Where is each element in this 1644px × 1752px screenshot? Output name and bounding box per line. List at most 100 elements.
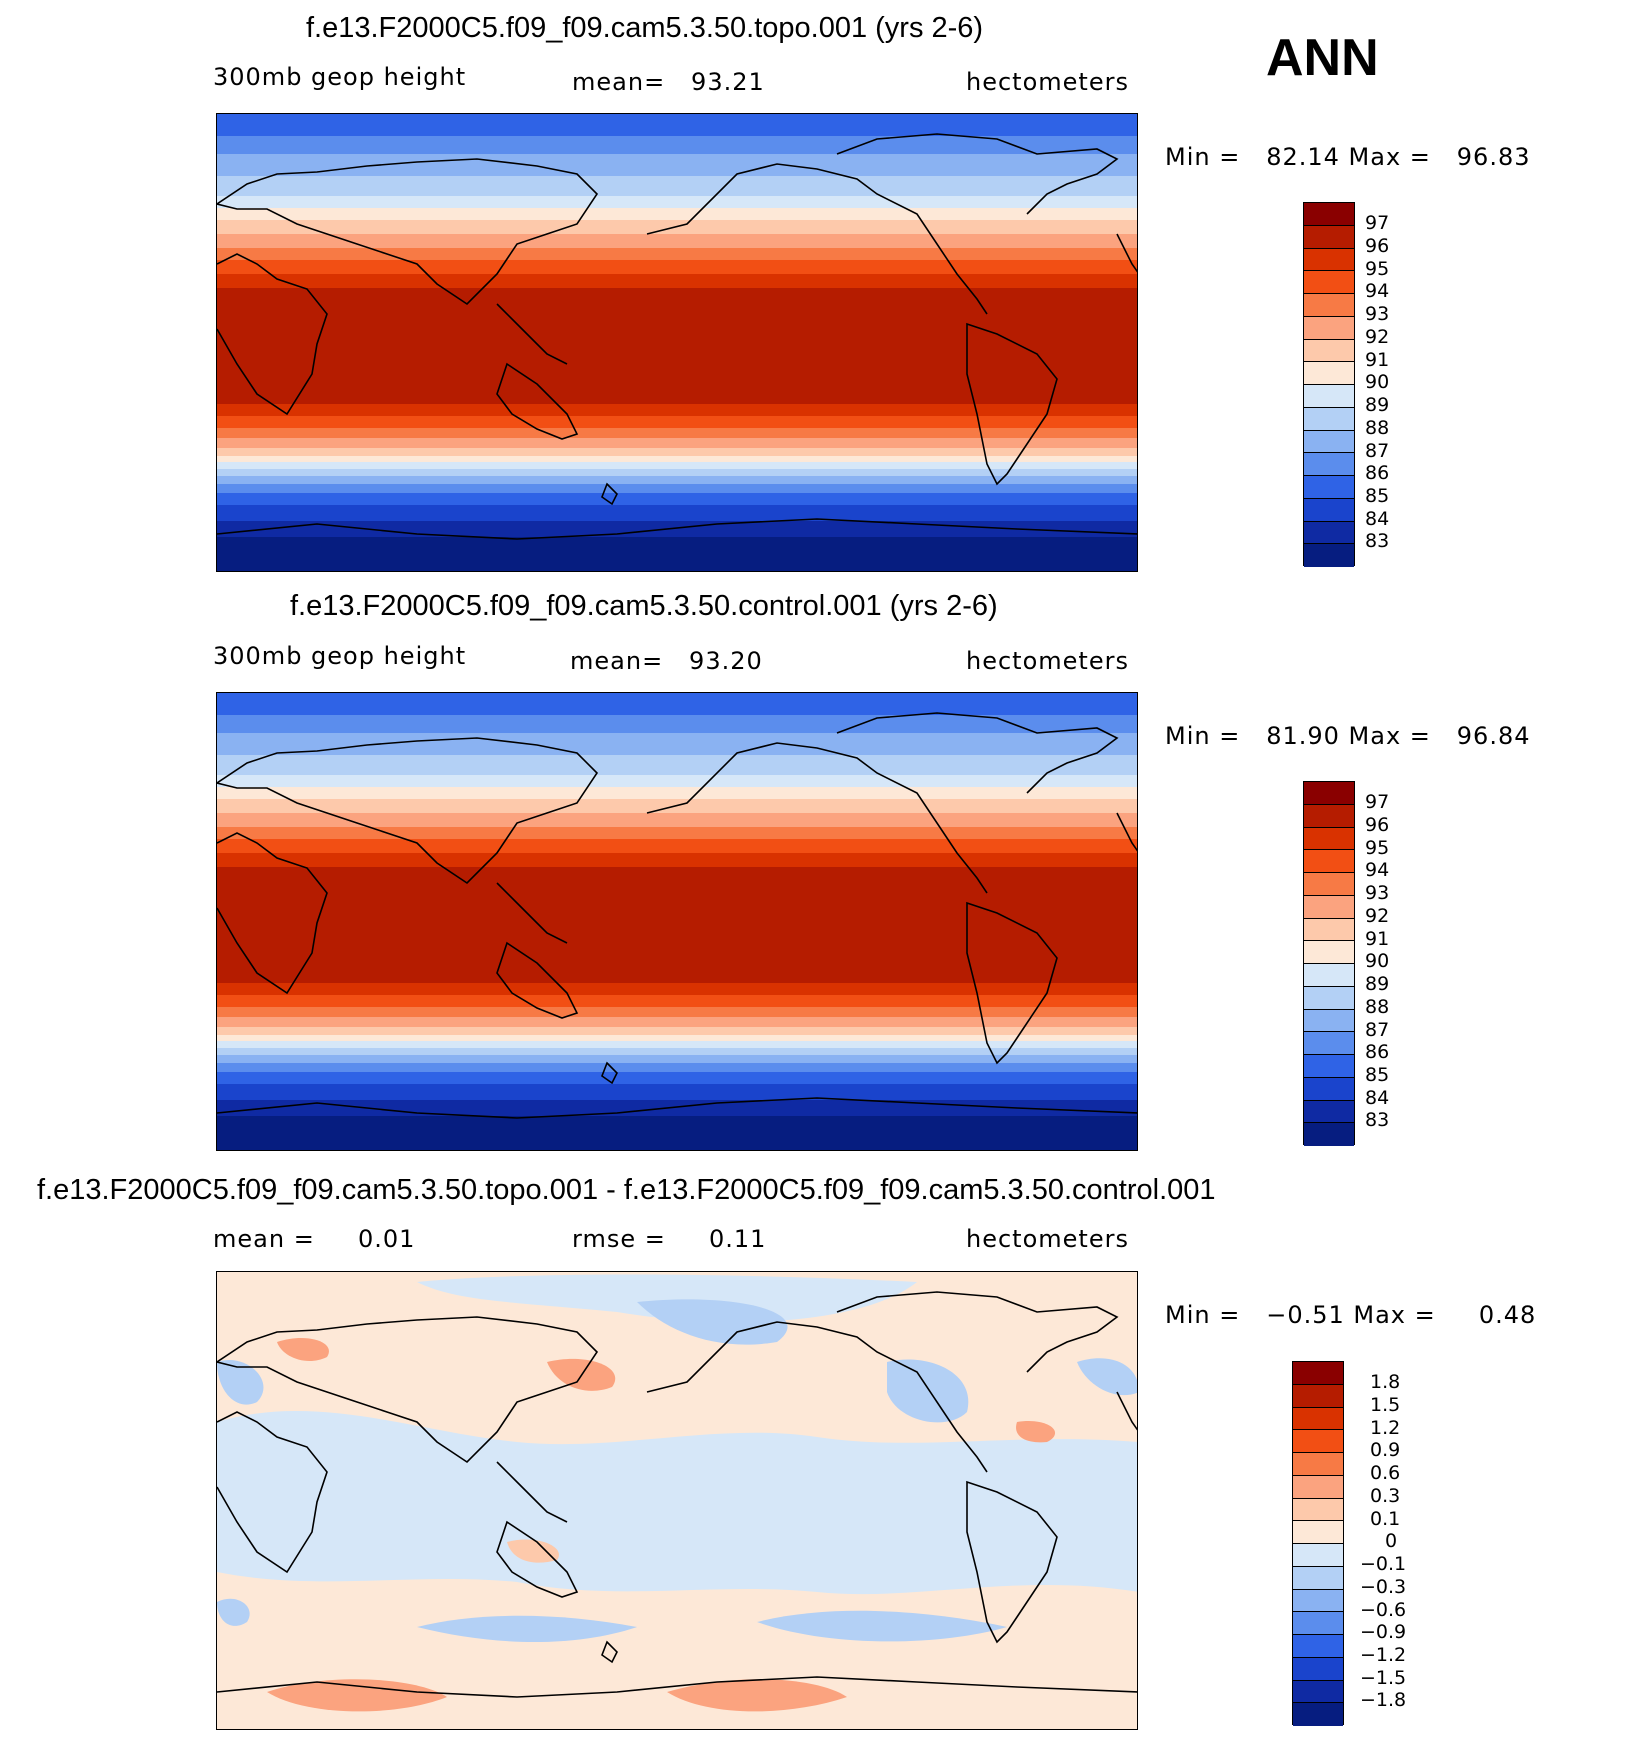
panel-1-band: [217, 456, 1137, 462]
colorbar-swatch: [1304, 498, 1354, 522]
colorbar-swatch: [1304, 1055, 1354, 1078]
colorbar-tick: 97: [1365, 791, 1390, 813]
panel-2-band: [217, 983, 1137, 995]
colorbar-swatch: [1304, 895, 1354, 919]
panel-1-band: [217, 469, 1137, 476]
panel-1-band: [217, 484, 1137, 493]
colorbar-swatch: [1293, 1589, 1343, 1613]
colorbar-swatch: [1304, 453, 1354, 476]
panel-3-region: [507, 1539, 559, 1563]
colorbar-swatch: [1293, 1407, 1343, 1431]
panel-2-minmax: Min = 81.90 Max = 96.84: [1165, 722, 1531, 750]
panel-3-colorbar-swatches: [1292, 1361, 1344, 1726]
colorbar-swatch: [1304, 1123, 1354, 1146]
panel-1-band: [217, 448, 1137, 456]
colorbar-tick: 0: [1385, 1530, 1398, 1552]
panel-1-band: [217, 154, 1137, 176]
panel-1-band: [217, 196, 1137, 208]
panel-1-map: [216, 113, 1138, 572]
colorbar-swatch: [1304, 918, 1354, 942]
colorbar-tick: 0.9: [1370, 1439, 1401, 1461]
panel-2-band: [217, 995, 1137, 1007]
colorbar-tick: 84: [1365, 508, 1390, 530]
panel-1-band: [217, 248, 1137, 260]
colorbar-tick: 92: [1365, 326, 1390, 348]
colorbar-swatch: [1304, 203, 1354, 226]
panel-2-colorbar: 97 96 95 94 93 92 91 90 89 88 87 86 85 8…: [1303, 781, 1443, 1146]
panel-1-band: [217, 114, 1137, 136]
colorbar-swatch: [1304, 362, 1354, 385]
panel-2-band: [217, 1100, 1137, 1116]
panel-2-band: [217, 827, 1137, 839]
panel-3-region: [757, 1610, 1007, 1642]
colorbar-tick: 91: [1365, 349, 1390, 371]
colorbar-swatch: [1293, 1680, 1343, 1704]
colorbar-tick: 96: [1365, 235, 1390, 257]
panel-3-region: [1077, 1358, 1137, 1396]
colorbar-swatch: [1293, 1362, 1343, 1385]
panel-2-band: [217, 1027, 1137, 1035]
colorbar-tick: −1.5: [1360, 1667, 1407, 1689]
panel-2-units-label: hectometers: [966, 647, 1129, 675]
colorbar-tick: 88: [1365, 996, 1390, 1018]
colorbar-swatch: [1293, 1657, 1343, 1681]
colorbar-swatch: [1293, 1430, 1343, 1453]
colorbar-swatch: [1293, 1453, 1343, 1476]
colorbar-tick: 94: [1365, 859, 1390, 881]
panel-1-band: [217, 208, 1137, 220]
panel-2-band: [217, 1055, 1137, 1063]
panel-2-band: [217, 1116, 1137, 1150]
colorbar-swatch: [1304, 1100, 1354, 1124]
panel-1-band: [217, 136, 1137, 154]
panel-3-region: [217, 1360, 264, 1405]
panel-2-band: [217, 715, 1137, 733]
panel-1-band: [217, 428, 1137, 438]
colorbar-tick: 83: [1365, 530, 1390, 552]
panel-1-coastlines: [217, 133, 1137, 540]
panel-1-band: [217, 176, 1137, 196]
colorbar-swatch: [1293, 1498, 1343, 1522]
panel-3-region: [887, 1359, 969, 1423]
colorbar-swatch: [1293, 1544, 1343, 1567]
panel-3-map-svg: [217, 1272, 1137, 1729]
colorbar-swatch: [1304, 430, 1354, 454]
colorbar-swatch: [1304, 850, 1354, 873]
colorbar-tick: −0.1: [1360, 1553, 1407, 1575]
colorbar-swatch: [1293, 1384, 1343, 1408]
panel-3-colorbar: 1.8 1.5 1.2 0.9 0.6 0.3 0.1 0 −0.1 −0.3 …: [1292, 1361, 1442, 1726]
colorbar-tick: 90: [1365, 950, 1390, 972]
panel-3-region: [417, 1615, 637, 1642]
panel-1-map-svg: [217, 114, 1137, 571]
panel-1-colorbar-swatches: [1303, 202, 1355, 567]
colorbar-tick: 0.6: [1370, 1462, 1401, 1484]
panel-1-band: [217, 493, 1137, 505]
panel-1-band: [217, 462, 1137, 469]
colorbar-tick: 1.8: [1370, 1371, 1401, 1393]
colorbar-swatch: [1304, 782, 1354, 805]
panel-3-region: [1016, 1421, 1056, 1443]
colorbar-tick: 92: [1365, 905, 1390, 927]
colorbar-swatch: [1293, 1703, 1343, 1726]
colorbar-tick: 89: [1365, 973, 1390, 995]
colorbar-tick: 95: [1365, 837, 1390, 859]
panel-3-title: f.e13.F2000C5.f09_f09.cam5.3.50.topo.001…: [37, 1174, 1216, 1206]
panel-1-band: [217, 537, 1137, 571]
colorbar-swatch: [1304, 804, 1354, 828]
panel-2-band: [217, 813, 1137, 827]
panel-2-band: [217, 733, 1137, 755]
colorbar-swatch: [1293, 1635, 1343, 1658]
panel-3-region: [277, 1337, 329, 1362]
colorbar-tick: 88: [1365, 417, 1390, 439]
colorbar-swatch: [1293, 1612, 1343, 1635]
colorbar-swatch: [1304, 827, 1354, 851]
panel-2-band: [217, 1084, 1137, 1100]
colorbar-tick: 87: [1365, 1019, 1390, 1041]
panel-2-map-svg: [217, 693, 1137, 1150]
panel-2-band: [217, 775, 1137, 787]
colorbar-swatch: [1304, 986, 1354, 1010]
colorbar-tick: −1.2: [1360, 1644, 1407, 1666]
panel-2-colorbar-swatches: [1303, 781, 1355, 1146]
panel-1-mean-label: mean= 93.21: [572, 68, 765, 96]
panel-1-minmax: Min = 82.14 Max = 96.83: [1165, 143, 1531, 171]
colorbar-tick: −0.9: [1360, 1621, 1407, 1643]
